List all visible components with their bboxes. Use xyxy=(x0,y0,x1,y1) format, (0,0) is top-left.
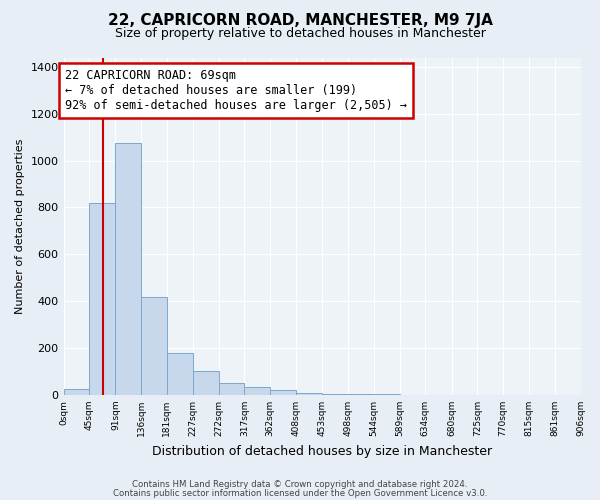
Bar xyxy=(193,372,219,395)
Bar xyxy=(141,296,167,395)
Bar xyxy=(322,394,347,395)
Bar xyxy=(89,203,115,395)
Text: Contains HM Land Registry data © Crown copyright and database right 2024.: Contains HM Land Registry data © Crown c… xyxy=(132,480,468,489)
Text: 22, CAPRICORN ROAD, MANCHESTER, M9 7JA: 22, CAPRICORN ROAD, MANCHESTER, M9 7JA xyxy=(107,12,493,28)
Bar xyxy=(219,383,244,395)
Bar xyxy=(347,394,374,395)
Bar xyxy=(270,390,296,395)
Bar xyxy=(115,143,141,395)
Bar xyxy=(296,392,322,395)
Bar xyxy=(167,353,193,395)
X-axis label: Distribution of detached houses by size in Manchester: Distribution of detached houses by size … xyxy=(152,444,492,458)
Bar xyxy=(244,386,270,395)
Text: Size of property relative to detached houses in Manchester: Size of property relative to detached ho… xyxy=(115,28,485,40)
Text: 22 CAPRICORN ROAD: 69sqm
← 7% of detached houses are smaller (199)
92% of semi-d: 22 CAPRICORN ROAD: 69sqm ← 7% of detache… xyxy=(65,69,407,112)
Text: Contains public sector information licensed under the Open Government Licence v3: Contains public sector information licen… xyxy=(113,489,487,498)
Y-axis label: Number of detached properties: Number of detached properties xyxy=(15,138,25,314)
Bar xyxy=(64,389,89,395)
